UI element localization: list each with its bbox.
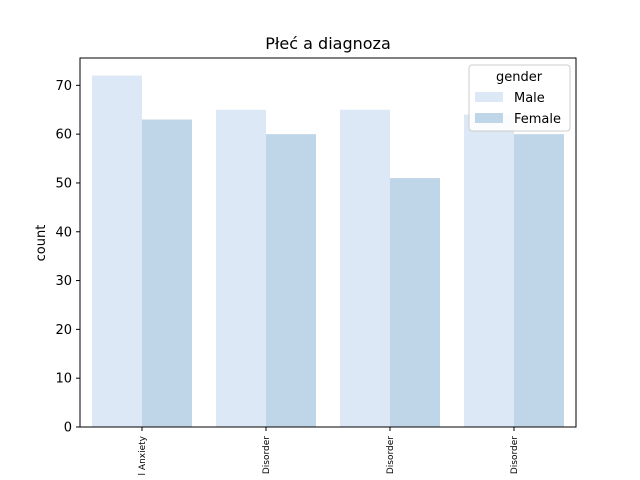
- y-tick-label: 50: [55, 176, 72, 191]
- axes-frame: [79, 57, 577, 428]
- legend-title: gender: [496, 70, 543, 85]
- x-tick-label: Disorder: [510, 436, 520, 474]
- legend-swatch-male: [475, 92, 503, 102]
- bar-female-3: [514, 134, 564, 427]
- y-tick-label: 30: [55, 274, 72, 289]
- bar-male-3: [464, 114, 514, 427]
- bars-group: [92, 75, 564, 428]
- x-tick-label: l Anxiety: [138, 435, 148, 475]
- x-tick-label: Disorder: [386, 436, 396, 474]
- bar-female-0: [142, 119, 192, 427]
- x-tick-label: Disorder: [262, 436, 272, 474]
- y-axis-label: count: [34, 225, 49, 262]
- legend-swatch-female: [475, 113, 503, 123]
- y-tick-label: 60: [55, 128, 72, 143]
- y-tick-label: 0: [64, 421, 72, 436]
- legend-label-female: Female: [514, 112, 561, 127]
- y-tick-label: 70: [55, 79, 72, 94]
- legend-label-male: Male: [514, 91, 545, 106]
- y-tick-label: 20: [55, 323, 72, 338]
- bar-female-2: [390, 178, 440, 427]
- y-tick-label: 10: [55, 372, 72, 387]
- y-tick-label: 40: [55, 225, 72, 240]
- bar-male-1: [216, 109, 266, 427]
- bar-male-2: [340, 109, 390, 427]
- legend: gender Male Female: [468, 64, 571, 132]
- chart-title: Płeć a diagnoza: [265, 34, 391, 53]
- y-ticks: 0 10 20 30 40 50 60 70: [55, 79, 80, 436]
- bar-male-0: [92, 75, 142, 428]
- bar-female-1: [266, 134, 316, 427]
- x-ticks: l Anxiety Disorder Disorder Disorder: [138, 427, 520, 475]
